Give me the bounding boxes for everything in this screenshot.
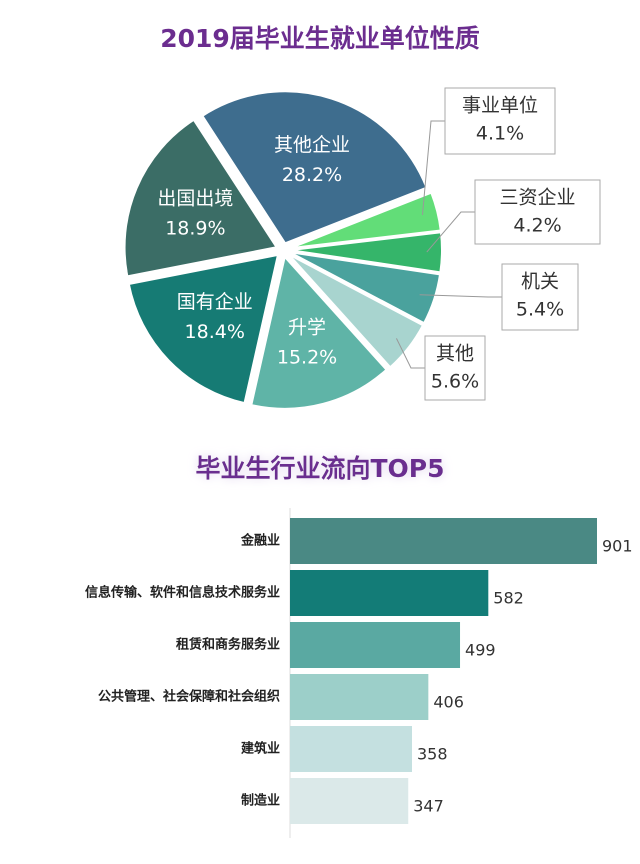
value-label: 582 [493,589,524,608]
callout-box [424,335,486,401]
bar [290,726,412,772]
category-label: 公共管理、社会保障和社会组织 [98,689,280,705]
slice-value: 18.9% [165,217,225,239]
bar [290,570,489,616]
bar [290,674,429,720]
callout-box [501,263,579,331]
slice-value: 18.4% [185,321,245,343]
callout-name: 三资企业 [499,187,575,209]
category-label: 金融业 [240,533,280,549]
slice-value: 15.2% [277,347,337,369]
value-label: 901 [602,537,633,556]
pie-slice [289,231,443,274]
slice-name: 国有企业 [177,291,253,313]
pie-slice [289,191,442,250]
callout-line [426,211,475,253]
category-label: 租赁和商务服务业 [176,637,280,653]
slice-name: 其他企业 [274,134,350,156]
callout-name: 事业单位 [462,95,538,117]
category-label: 建筑业 [241,741,280,757]
pie-slice [289,251,442,325]
category-label: 信息传输、软件和信息技术服务业 [85,585,280,601]
value-label: 347 [413,797,444,816]
callout-name: 机关 [521,271,559,293]
category-label: 制造业 [241,793,280,809]
slice-name: 升学 [288,317,326,339]
callout-value: 4.1% [476,123,524,145]
pie-slice [250,254,388,410]
slice-name: 出国出境 [157,187,233,209]
callout-name: 其他 [436,343,474,365]
value-label: 406 [433,693,464,712]
bar-title: 毕业生行业流向TOP5 [195,454,444,483]
callout-line [421,120,445,216]
callout-line [419,294,502,298]
callout-value: 5.6% [431,371,479,393]
pie-slice [127,253,280,405]
callout-box [474,179,601,245]
slice-value: 28.2% [282,164,342,186]
pie-slice [287,253,425,369]
callout-value: 5.4% [516,299,564,321]
bar [290,778,409,824]
pie-slice [200,90,428,245]
bar [290,518,597,564]
pie-slice [123,118,279,278]
bar [290,622,461,668]
callout-box [444,87,556,155]
value-label: 358 [417,745,448,764]
pie-title: 2019届毕业生就业单位性质 [160,24,480,53]
value-label: 499 [465,641,496,660]
callout-value: 4.2% [513,215,561,237]
callout-line [395,338,425,369]
